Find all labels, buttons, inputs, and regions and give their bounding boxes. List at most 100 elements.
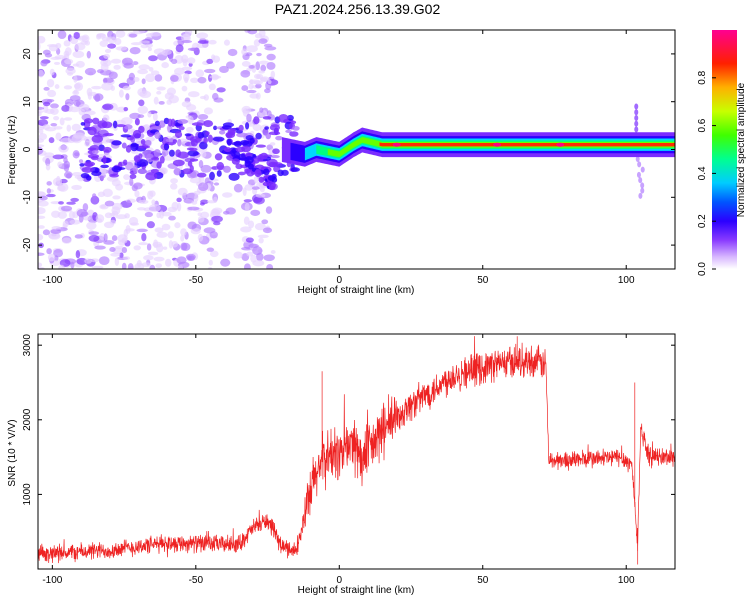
- spectrogram-blob: [115, 214, 128, 220]
- spectrogram-blob: [141, 262, 152, 268]
- spectrogram-blob: [74, 152, 80, 157]
- spectrogram-blob: [148, 67, 154, 72]
- spectrogram-blob: [197, 182, 209, 192]
- spectrogram-blob: [155, 263, 163, 268]
- spectrogram-blob: [275, 135, 283, 141]
- spectrogram-blob: [175, 44, 184, 53]
- spectrogram-blob: [75, 250, 81, 259]
- spectrogram-blob: [96, 33, 107, 39]
- spectrogram-blob: [197, 131, 205, 139]
- spectrogram-blob: [38, 215, 46, 220]
- spectrogram-blob: [132, 61, 139, 66]
- spectrogram-blob: [640, 182, 645, 189]
- spectrogram-blob: [66, 201, 76, 205]
- spectrogram-blob: [72, 50, 85, 59]
- spectrogram-blob: [233, 140, 243, 148]
- spectrogram-blob: [199, 141, 208, 150]
- spectrogram-blob: [637, 161, 642, 168]
- spectrogram-blob: [63, 117, 73, 121]
- spectrogram-blob: [161, 223, 171, 231]
- spectrogram-blob: [227, 48, 238, 57]
- spectrogram-blob: [58, 144, 69, 153]
- spectrogram-blob: [145, 139, 152, 147]
- spectrogram-blob: [213, 125, 218, 131]
- spectrogram-blob: [109, 212, 116, 217]
- spectrogram-blob: [149, 264, 156, 269]
- spectrogram-blob: [209, 171, 215, 181]
- spectrogram-blob: [290, 167, 300, 172]
- spectrogram-blob: [133, 245, 141, 251]
- spectrogram-blob: [253, 116, 260, 125]
- spectrogram-blob: [251, 186, 260, 190]
- spectrogram-blob: [184, 133, 192, 137]
- spectrogram-blob: [188, 91, 200, 98]
- spectrogram-blob: [247, 163, 254, 170]
- spectrogram-blob: [253, 80, 264, 85]
- spectrogram-blob: [47, 253, 56, 262]
- spectrogram-blob: [180, 228, 187, 236]
- spectrogram-blob: [120, 134, 132, 138]
- spectrogram-blob: [84, 67, 97, 76]
- spectrogram-blob: [109, 173, 119, 178]
- spectrogram-blob: [151, 199, 156, 205]
- spectrogram-blob: [137, 105, 149, 114]
- spectrogram-blob: [39, 195, 48, 201]
- spectrogram-blob: [138, 125, 145, 134]
- spectrogram-blob: [263, 168, 270, 176]
- spectrogram-blob: [91, 149, 99, 155]
- spectrogram-blob: [38, 133, 47, 141]
- spectrogram-blob: [121, 57, 133, 66]
- spectrogram-blob: [208, 259, 213, 266]
- spectrogram-blob: [83, 161, 96, 167]
- spectrogram-blob: [148, 55, 158, 62]
- spectrogram-blob: [231, 148, 236, 154]
- spectrogram-blob: [91, 265, 104, 269]
- spectrogram-blob: [159, 210, 165, 219]
- spectrogram-blob: [130, 42, 143, 46]
- spectrogram-blob: [123, 174, 131, 180]
- spectrogram-blob: [91, 170, 102, 176]
- spectrogram-blob: [112, 120, 118, 129]
- spectrogram-blob: [75, 60, 85, 68]
- spectrogram-blob: [181, 242, 191, 251]
- spectrogram-blob: [51, 226, 62, 230]
- spectrogram-blob: [176, 256, 187, 264]
- colorbar-tick-label: 0.0: [697, 262, 708, 276]
- snr-y-tick-label: 3000: [22, 334, 33, 357]
- spectrogram-blob: [237, 171, 246, 176]
- spectrogram-blob: [197, 233, 204, 242]
- spectrogram-blob: [138, 99, 145, 107]
- snr-x-tick-label: 50: [477, 575, 489, 586]
- spectrogram-blob: [240, 139, 250, 146]
- spectrogram-blob: [38, 262, 43, 268]
- spectrogram-blob: [42, 101, 51, 107]
- spectrogram-blob: [270, 70, 276, 79]
- spectrogram-blob: [161, 151, 166, 158]
- spectrogram-blob: [57, 161, 63, 168]
- spectrogram-blob: [42, 229, 51, 236]
- colorbar-ticks: 0.0 0.2 0.4 0.6 0.8: [697, 70, 716, 276]
- spectrogram-blob: [248, 220, 255, 229]
- spectrogram-blob: [102, 114, 110, 122]
- spectrogram-blob: [44, 152, 55, 158]
- spectrogram-blob: [257, 234, 269, 239]
- spectrogram-blob: [211, 215, 223, 223]
- spectrogram-blob: [119, 252, 124, 259]
- snr-panel: -100 -50 0 50 100 1000 2000 3000 Height of str…: [7, 333, 676, 596]
- spectrogram-blob: [153, 256, 165, 262]
- spectrogram-blob: [151, 157, 160, 161]
- spectrogram-blob: [249, 79, 254, 84]
- spectrogram-blob: [258, 176, 265, 183]
- spectrogram-blob: [123, 106, 129, 112]
- spectrogram-blob: [225, 207, 236, 215]
- spectrogram-blob: [46, 78, 55, 88]
- spectrogram-blob: [241, 60, 251, 67]
- spectrogram-blob: [102, 155, 107, 164]
- spectrogram-blob: [270, 155, 280, 159]
- spectrogram-blob: [156, 90, 162, 95]
- spectrogram-blob: [60, 137, 72, 144]
- spectrogram-blob: [104, 200, 115, 207]
- spectrogram-blob: [264, 126, 269, 130]
- spectrogram-blob: [107, 44, 114, 48]
- spectrogram-blob: [110, 58, 122, 64]
